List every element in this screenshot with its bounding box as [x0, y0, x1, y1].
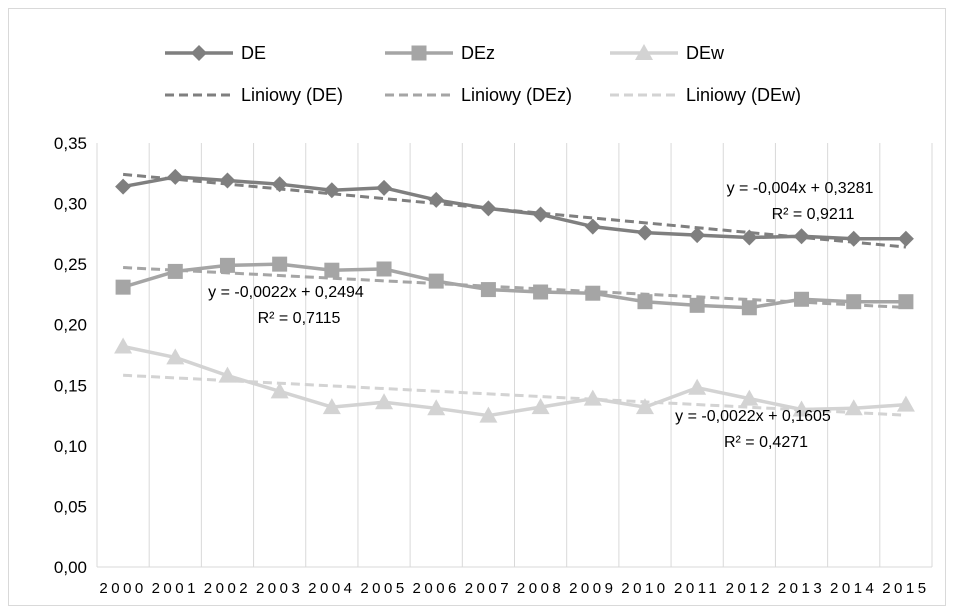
triangle-marker	[479, 406, 498, 423]
x-tick-label: 2008	[517, 580, 564, 597]
triangle-marker	[583, 389, 602, 406]
square-marker	[846, 294, 862, 310]
square-marker	[898, 294, 914, 310]
square-marker	[167, 263, 183, 279]
diamond-marker	[115, 178, 132, 195]
y-tick-label: 0,05	[54, 497, 87, 516]
x-tick-label: 2000	[99, 580, 146, 597]
x-tick-label: 2011	[674, 580, 720, 597]
x-tick-label: 2012	[726, 580, 773, 597]
diamond-marker	[480, 200, 497, 217]
triangle-marker	[166, 348, 185, 365]
series-lines	[114, 168, 915, 423]
x-tick-label: 2010	[621, 580, 668, 597]
triangle-marker	[635, 398, 654, 415]
triangle-marker	[270, 382, 289, 399]
square-marker	[689, 297, 705, 313]
x-tick-label: 2007	[465, 580, 512, 597]
x-tick-label: 2015	[882, 580, 929, 597]
triangle-marker	[740, 389, 759, 406]
triangle-marker	[218, 366, 237, 383]
diamond-marker	[376, 179, 393, 196]
square-marker	[480, 282, 496, 298]
square-marker	[533, 284, 549, 300]
series-line-DEz	[122, 262, 906, 310]
x-tick-label: 2003	[256, 580, 303, 597]
diamond-marker	[584, 218, 601, 235]
y-tick-label: 0,20	[54, 316, 87, 335]
legend-label: DEw	[686, 43, 725, 63]
legend-trend-label: Liniowy (DEz)	[461, 85, 572, 105]
y-tick-label: 0,25	[54, 255, 87, 274]
diamond-marker	[845, 230, 862, 247]
triangle-marker	[375, 393, 394, 410]
square-marker	[794, 291, 810, 307]
triangle-marker	[322, 398, 341, 415]
legend-trend-label: Liniowy (DEw)	[686, 85, 801, 105]
x-tick-label: 2004	[308, 580, 355, 597]
y-tick-label: 0,35	[54, 134, 87, 153]
square-marker	[585, 285, 601, 301]
series-line-DEw	[122, 344, 907, 418]
x-tick-label: 2001	[152, 580, 199, 597]
diamond-marker	[271, 176, 288, 193]
y-tick-label: 0,30	[54, 195, 87, 214]
axes: 0,00 0,05 0,10 0,15 0,20 0,25 0,30 0,35 2000 2001…	[54, 134, 932, 597]
square-marker	[637, 294, 653, 310]
x-tick-label: 2005	[360, 580, 407, 597]
trendline-equation: y = -0,0022x + 0,1605	[675, 408, 831, 425]
triangle-marker	[427, 399, 446, 416]
series-line-DE	[122, 175, 906, 241]
square-marker	[272, 256, 288, 272]
trendline-labels: y = -0,004x + 0,3281 R² = 0,9211 y = -0,00…	[208, 180, 873, 451]
square-marker	[115, 279, 131, 295]
square-marker	[219, 257, 235, 273]
y-tick-label: 0,10	[54, 437, 87, 456]
trendline-r-squared: R² = 0,4271	[724, 434, 808, 451]
square-marker	[411, 45, 427, 61]
trendline-equation: y = -0,0022x + 0,2494	[208, 284, 364, 301]
x-tick-label: 2009	[569, 580, 616, 597]
square-marker	[741, 300, 757, 316]
diamond-marker	[689, 227, 706, 244]
diamond-marker	[532, 206, 549, 223]
triangle-marker	[688, 378, 707, 395]
y-tick-label: 0,00	[54, 558, 87, 577]
legend-trend-label: Liniowy (DE)	[241, 85, 343, 105]
trendline-equation: y = -0,004x + 0,3281	[727, 180, 874, 197]
x-tick-label: 2014	[830, 580, 877, 597]
legend-label: DEz	[461, 43, 495, 63]
diamond-marker	[793, 228, 810, 245]
diamond-marker	[636, 224, 653, 241]
x-tick-label: 2013	[778, 580, 825, 597]
y-tick-label: 0,15	[54, 376, 87, 395]
diamond-marker	[323, 182, 340, 199]
triangle-marker	[531, 398, 550, 415]
triangle-marker	[792, 400, 811, 417]
legend: DE DEz DEw Liniowy (DE) Liniowy (DEz) Liniowy…	[165, 43, 801, 105]
chart-frame	[8, 8, 946, 606]
triangle-marker	[635, 44, 653, 60]
square-marker	[324, 262, 340, 278]
diamond-marker	[167, 168, 184, 185]
gridlines	[148, 143, 933, 567]
legend-label: DE	[241, 43, 266, 63]
trendline-1	[123, 266, 906, 310]
square-marker	[428, 273, 444, 289]
triangle-marker	[844, 399, 863, 416]
trendline-r-squared: R² = 0,9211	[772, 206, 855, 223]
x-tick-label: 2002	[204, 580, 251, 597]
diamond-marker	[428, 191, 445, 208]
triangle-marker	[114, 337, 133, 354]
triangle-marker	[896, 395, 915, 412]
diamond-marker	[897, 230, 914, 247]
diamond-marker	[741, 229, 758, 246]
trendline-r-squared: R² = 0,7115	[258, 310, 341, 327]
diamond-marker	[219, 172, 236, 189]
square-marker	[376, 261, 392, 277]
x-tick-label: 2006	[413, 580, 460, 597]
diamond-marker	[191, 45, 207, 61]
